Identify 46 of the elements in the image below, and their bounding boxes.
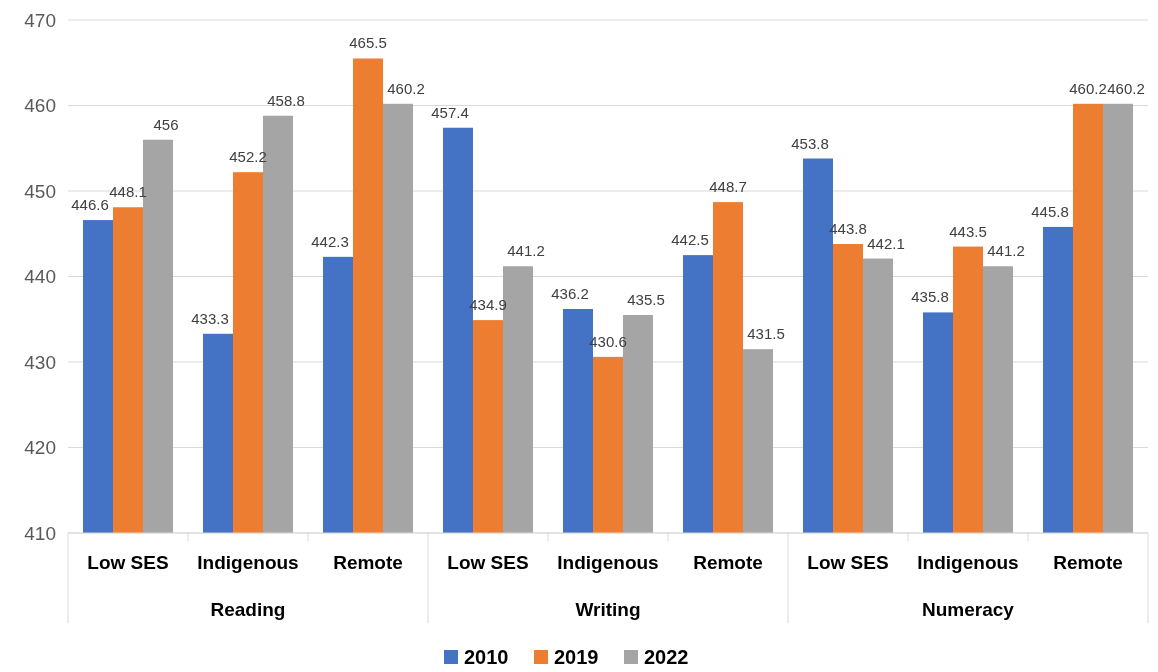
y-tick-label: 420 [24,437,56,459]
data-label: 433.3 [191,309,229,327]
data-label: 458.8 [267,91,305,109]
x-tick-label: Indigenous [557,552,659,573]
data-label: 452.2 [229,148,267,166]
data-label: 435.8 [911,288,949,306]
data-label: 431.5 [747,325,785,343]
x-tick-label: Remote [1053,552,1123,573]
x-tick-label: Low SES [87,552,169,573]
text: Writing [575,599,641,620]
y-tick-label: 460 [24,95,56,117]
data-label: 441.2 [987,242,1025,260]
data-label: 443.5 [949,222,987,240]
data-label: 460.2 [1069,79,1107,97]
data-label: 435.5 [627,290,665,308]
data-label: 436.2 [551,284,589,302]
data-label: 442.1 [867,234,905,252]
legend-label: 2022 [644,646,689,668]
y-tick-label: 440 [24,266,56,288]
x-tick-label: Low SES [447,552,529,573]
y-tick-label: 410 [24,522,56,544]
data-label: 441.2 [507,242,545,260]
data-label: 460.2 [387,79,425,97]
x-tick-label: Remote [333,552,403,573]
y-tick-label: 450 [24,180,56,202]
data-label: 456 [153,115,179,133]
data-label: 442.5 [671,231,709,249]
data-label: 445.8 [1031,202,1069,220]
y-tick-label: 430 [24,351,56,373]
data-label: 448.1 [109,183,147,201]
x-tick-label: Indigenous [197,552,299,573]
data-label: 442.3 [311,232,349,250]
text: Reading [210,599,286,620]
data-label: 446.6 [71,196,109,214]
legend-label: 2010 [464,646,509,668]
data-label: 457.4 [431,103,469,121]
x-tick-label: Low SES [807,552,889,573]
y-tick-label: 470 [24,9,56,31]
text: Numeracy [922,599,1015,620]
legend-label: 2019 [554,646,599,668]
data-label: 448.7 [709,178,747,196]
data-label: 453.8 [791,134,829,152]
data-label: 460.2 [1107,79,1145,97]
x-tick-label: Remote [693,552,763,573]
data-label: 465.5 [349,34,387,52]
x-tick-label: Indigenous [917,552,1019,573]
